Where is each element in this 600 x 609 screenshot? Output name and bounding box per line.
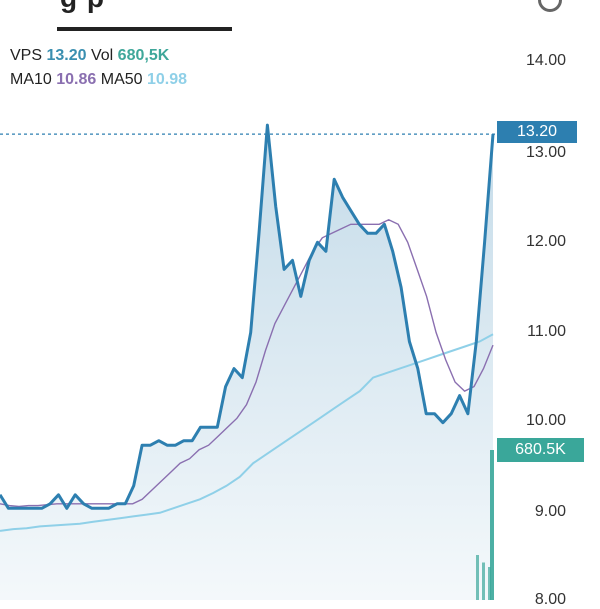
ma10-label: MA10 xyxy=(10,71,52,88)
price-line xyxy=(0,123,495,510)
price-info-row: VPS 13.20 Vol 680,5K xyxy=(10,46,169,66)
current-volume-badge: 680.5K xyxy=(497,438,584,462)
ma50-value: 10.98 xyxy=(147,71,188,88)
vol-value: 680,5K xyxy=(117,47,170,64)
active-tab-indicator[interactable] xyxy=(57,27,232,31)
y-tick-label: 9.00 xyxy=(534,503,566,520)
ma50-line xyxy=(0,333,494,532)
y-tick-label: 12.00 xyxy=(525,233,566,250)
y-tick-label: 13.00 xyxy=(525,144,566,161)
current-price-badge: 13.20 xyxy=(497,121,577,143)
symbol-label: VPS xyxy=(10,47,43,64)
y-tick-label: 11.00 xyxy=(527,323,566,340)
header-title-fragment: g p xyxy=(60,0,105,14)
y-tick-label: 8.00 xyxy=(534,591,566,608)
ma10-value: 10.86 xyxy=(56,71,97,88)
volume-bar xyxy=(488,567,491,600)
ma-info-row: MA10 10.86 MA50 10.98 xyxy=(10,70,187,90)
y-tick-label: 14.00 xyxy=(525,52,566,69)
volume-bar xyxy=(482,562,485,600)
volume-bar xyxy=(476,555,479,600)
volume-bar xyxy=(490,450,494,600)
top-bar: g p xyxy=(0,0,600,31)
vol-label: Vol xyxy=(90,47,114,64)
price-value: 13.20 xyxy=(46,47,87,64)
ma50-label: MA50 xyxy=(100,71,143,88)
y-tick-label: 10.00 xyxy=(525,412,566,429)
